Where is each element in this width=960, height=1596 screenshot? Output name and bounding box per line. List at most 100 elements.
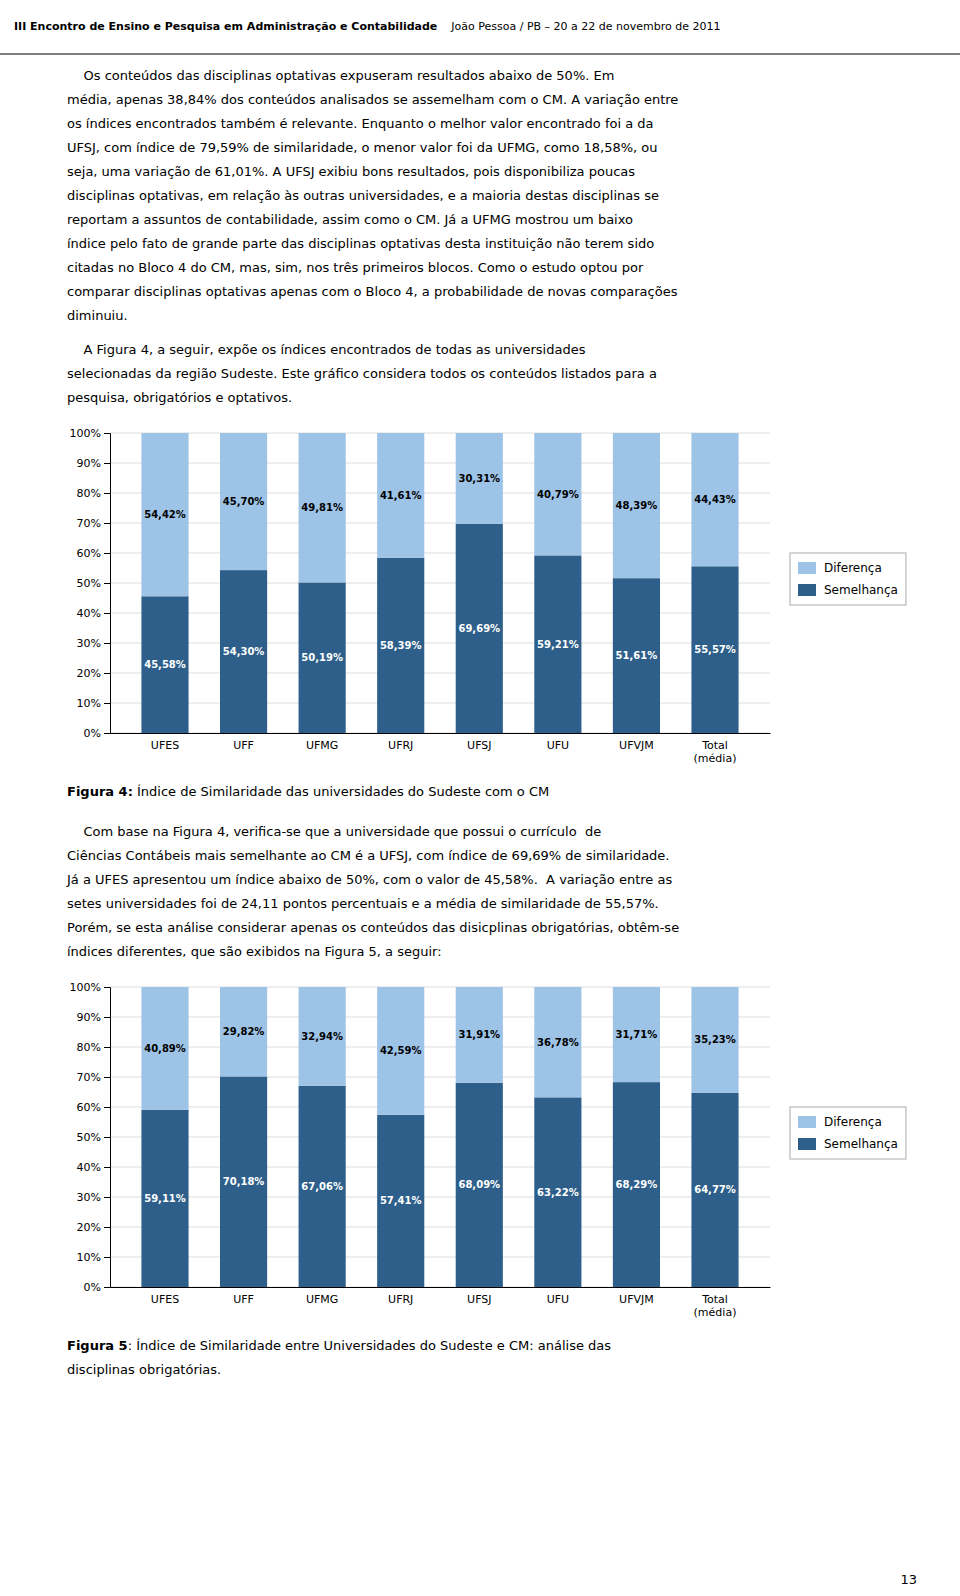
x-tick: UFES: [151, 1293, 179, 1306]
grid-line: [110, 673, 770, 674]
y-tick-label: 10%: [77, 697, 101, 710]
data-label: 35,23%: [694, 1034, 736, 1045]
page-background: [0, 0, 960, 1596]
paragraph-line: Já a UFES apresentou um índice abaixo de…: [66, 872, 672, 887]
paragraph-line: seja, uma variação de 61,01%. A UFSJ exi…: [67, 164, 635, 179]
y-tick: 30%: [77, 637, 110, 650]
y-tick-label: 40%: [77, 1161, 101, 1174]
header-subtitle: João Pessoa / PB – 20 a 22 de novembro d…: [437, 20, 720, 33]
x-tick-label-line: UFF: [233, 1293, 254, 1306]
y-tick: 0%: [84, 1281, 110, 1294]
grid: [110, 433, 770, 733]
data-label: 67,06%: [301, 1181, 343, 1192]
y-tick-label: 50%: [77, 1131, 101, 1144]
y-tick: 0%: [84, 727, 110, 740]
y-tick-label: 0%: [84, 727, 101, 740]
bar: [613, 433, 660, 578]
legend-item: Semelhança: [798, 583, 898, 597]
x-tick-label-line: UFSJ: [467, 739, 491, 752]
y-tick-label: 90%: [77, 1011, 101, 1024]
x-tick-label-line: UFES: [151, 739, 179, 752]
paragraph-line: comparar disciplinas optativas apenas co…: [67, 284, 678, 299]
legend-swatch: [798, 1138, 816, 1150]
bar: [220, 1076, 267, 1287]
paragraph-line: setes universidades foi de 24,11 pontos …: [67, 896, 659, 911]
y-tick-mark: [104, 493, 110, 494]
x-tick: UFSJ: [467, 739, 491, 752]
bar: [691, 433, 738, 566]
y-tick-mark: [104, 433, 110, 434]
data-label: 40,79%: [537, 489, 579, 500]
bar: [377, 1115, 424, 1287]
x-tick: UFMG: [306, 739, 338, 752]
x-tick-label-line: UFF: [233, 739, 254, 752]
y-tick-label: 80%: [77, 1041, 101, 1054]
legend-item: Diferença: [798, 561, 882, 575]
x-tick-label-line: UFVJM: [619, 739, 654, 752]
paragraph-line: índices diferentes, que são exibidos na …: [67, 944, 442, 959]
x-tick-label: UFU: [547, 1293, 569, 1306]
y-tick-mark: [104, 1047, 110, 1048]
x-tick-label: UFVJM: [619, 1293, 654, 1306]
y-tick: 50%: [77, 1131, 110, 1144]
bar: [299, 987, 346, 1086]
y-tick-label: 20%: [77, 1221, 101, 1234]
grid-line: [110, 1167, 770, 1168]
data-label: 69,69%: [458, 623, 500, 634]
y-tick-label: 70%: [77, 517, 101, 530]
legend-label: Diferença: [824, 1115, 882, 1129]
grid-line: [110, 987, 770, 988]
grid-line: [110, 463, 770, 464]
x-tick: UFU: [547, 1293, 569, 1306]
grid-line: [110, 433, 770, 434]
data-label: 29,82%: [223, 1026, 265, 1037]
caption-label: Figura 4:: [67, 784, 133, 799]
x-tick-label: UFU: [547, 739, 569, 752]
y-tick: 80%: [77, 1041, 110, 1054]
y-tick-mark: [104, 1287, 110, 1288]
caption-text: disciplinas obrigatórias.: [67, 1362, 221, 1377]
y-tick: 100%: [70, 427, 110, 440]
y-tick-label: 100%: [70, 427, 101, 440]
grid: [110, 987, 770, 1287]
grid-line: [110, 523, 770, 524]
y-tick-label: 20%: [77, 667, 101, 680]
bar: [456, 433, 503, 524]
grid-line: [110, 1047, 770, 1048]
y-tick-label: 40%: [77, 607, 101, 620]
paragraph-line: selecionadas da região Sudeste. Este grá…: [67, 366, 657, 381]
x-tick: UFRJ: [388, 739, 413, 752]
legend-swatch: [798, 1116, 816, 1128]
bar: [141, 987, 188, 1110]
y-tick-mark: [104, 1227, 110, 1228]
y-tick-label: 30%: [77, 637, 101, 650]
data-label: 30,31%: [458, 473, 500, 484]
bar: [456, 987, 503, 1083]
y-tick-label: 100%: [70, 981, 101, 994]
x-tick-label: Total(média): [694, 1293, 737, 1319]
data-label: 50,19%: [301, 652, 343, 663]
paragraph-line: Ciências Contábeis mais semelhante ao CM…: [67, 848, 670, 863]
bar: [691, 987, 738, 1093]
y-tick-mark: [104, 987, 110, 988]
y-tick-label: 80%: [77, 487, 101, 500]
data-label: 59,21%: [537, 639, 579, 650]
y-tick: 30%: [77, 1191, 110, 1204]
y-tick-mark: [104, 613, 110, 614]
data-label: 40,89%: [144, 1043, 186, 1054]
x-tick-label: Total(média): [694, 739, 737, 765]
x-axis: UFESUFFUFMGUFRJUFSJUFUUFVJMTotal(média): [111, 1288, 771, 1320]
x-axis-line: [111, 733, 771, 734]
grid-line: [110, 493, 770, 494]
data-label: 31,71%: [616, 1029, 658, 1040]
x-tick-label: UFF: [233, 739, 254, 752]
page: III Encontro de Ensino e Pesquisa em Adm…: [0, 0, 960, 1596]
data-label: 31,91%: [458, 1029, 500, 1040]
data-label: 49,81%: [301, 502, 343, 513]
y-tick-label: 0%: [84, 1281, 101, 1294]
grid-line: [110, 1227, 770, 1228]
x-tick-label: UFMG: [306, 739, 338, 752]
bar: [613, 1082, 660, 1287]
bar: [534, 555, 581, 733]
y-tick: 100%: [70, 981, 110, 994]
